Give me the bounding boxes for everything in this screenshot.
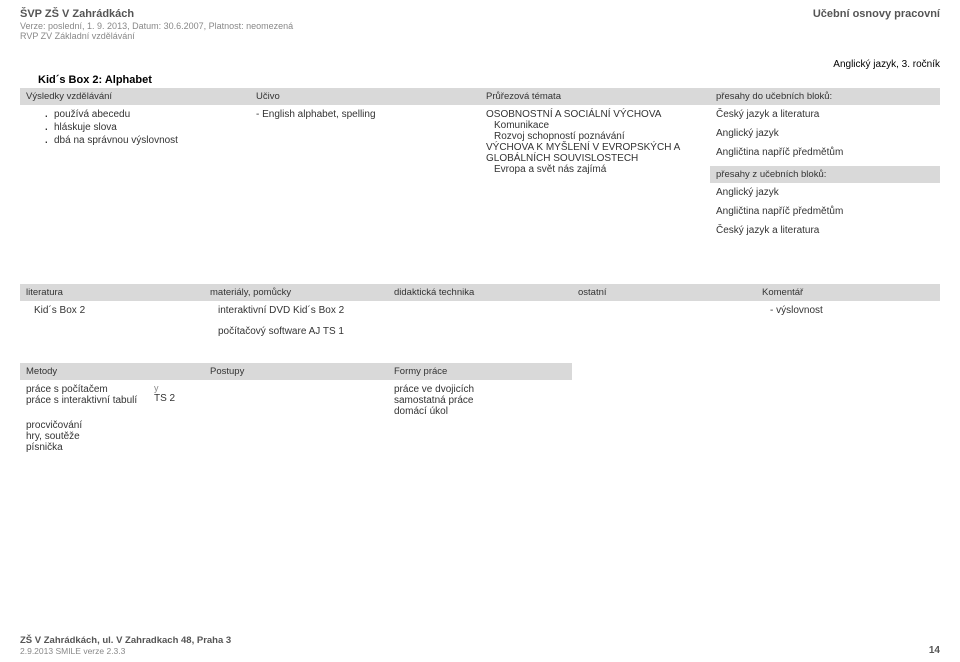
subject-line: Anglický jazyk, 3. ročník bbox=[20, 59, 940, 70]
resources-row: Kid´s Box 2 interaktivní DVD Kid´s Box 2… bbox=[20, 301, 940, 351]
cell-ucivo: - English alphabet, spelling bbox=[250, 105, 480, 256]
vysledky-list: používá abecedu hláskuje slova dbá na sp… bbox=[44, 109, 244, 146]
materialy-1: interaktivní DVD Kid´s Box 2 bbox=[218, 305, 382, 316]
komentar-cell: - výslovnost bbox=[756, 301, 940, 351]
col-ostatni: ostatní bbox=[572, 284, 756, 301]
doc-title: ŠVP ZŠ V Zahrádkách bbox=[20, 8, 293, 20]
main-body-row: používá abecedu hláskuje slova dbá na sp… bbox=[20, 105, 940, 256]
page: ŠVP ZŠ V Zahrádkách Verze: poslední, 1. … bbox=[0, 0, 960, 467]
methods-header: Metody Postupy Formy práce bbox=[20, 363, 572, 380]
methods-table: Metody Postupy Formy práce práce s počít… bbox=[20, 363, 572, 467]
cell-vysledky: používá abecedu hláskuje slova dbá na sp… bbox=[20, 105, 250, 256]
presahy-z-item: Český jazyk a literatura bbox=[716, 225, 934, 236]
temata-line: OSOBNOSTNÍ A SOCIÁLNÍ VÝCHOVA bbox=[486, 109, 704, 120]
col-materialy: materiály, pomůcky bbox=[204, 284, 388, 301]
methods-wrap: Metody Postupy Formy práce práce s počít… bbox=[20, 363, 572, 467]
col-ucivo: Učivo bbox=[250, 88, 480, 105]
footer-version: 2.9.2013 SMILE verze 2.3.3 bbox=[20, 646, 940, 656]
spacer bbox=[218, 316, 382, 326]
list-item: hláskuje slova bbox=[44, 122, 244, 133]
header-left: ŠVP ZŠ V Zahrádkách Verze: poslední, 1. … bbox=[20, 8, 293, 41]
main-header-row: Výsledky vzdělávání Učivo Průřezová téma… bbox=[20, 88, 940, 105]
metody-item: procvičování bbox=[26, 420, 198, 431]
formy-item: samostatná práce bbox=[394, 395, 566, 406]
col-temata: Průřezová témata bbox=[480, 88, 710, 105]
formy-cell: práce ve dvojicích samostatná práce domá… bbox=[388, 380, 572, 467]
didakticka-cell bbox=[388, 301, 572, 351]
col-metody: Metody bbox=[20, 363, 204, 380]
list-item: dbá na správnou výslovnost bbox=[44, 135, 244, 146]
overlap-fragment: y TS 2 bbox=[150, 383, 320, 404]
col-didakticka: didaktická technika bbox=[388, 284, 572, 301]
materialy-cell: interaktivní DVD Kid´s Box 2 počítačový … bbox=[204, 301, 388, 351]
col-literatura: literatura bbox=[20, 284, 204, 301]
doc-rvp: RVP ZV Základní vzdělávání bbox=[20, 31, 293, 41]
list-item: používá abecedu bbox=[44, 109, 244, 120]
col-postupy: Postupy bbox=[204, 363, 388, 380]
overlap-top: y bbox=[154, 383, 316, 393]
presahy-z-item: Anglický jazyk bbox=[716, 187, 934, 198]
cell-temata: OSOBNOSTNÍ A SOCIÁLNÍ VÝCHOVA Komunikace… bbox=[480, 105, 710, 256]
doc-version: Verze: poslední, 1. 9. 2013, Datum: 30.6… bbox=[20, 21, 293, 31]
unit-title: Kid´s Box 2: Alphabet bbox=[38, 74, 940, 86]
page-number: 14 bbox=[929, 645, 940, 656]
temata-line: Evropa a svět nás zajímá bbox=[486, 164, 704, 175]
page-footer: ZŠ V Zahrádkách, ul. V Zahradkach 48, Pr… bbox=[20, 635, 940, 656]
col-vysledky: Výsledky vzdělávání bbox=[20, 88, 250, 105]
main-table: Výsledky vzdělávání Učivo Průřezová téma… bbox=[20, 88, 940, 256]
resources-table: literatura materiály, pomůcky didaktická… bbox=[20, 284, 940, 351]
col-formy: Formy práce bbox=[388, 363, 572, 380]
presahy-z-header: přesahy z učebních bloků: bbox=[710, 166, 940, 183]
formy-item: práce ve dvojicích bbox=[394, 384, 566, 395]
col-komentar: Komentář bbox=[756, 284, 940, 301]
materialy-2: počítačový software AJ TS 1 bbox=[218, 326, 382, 337]
temata-line: Komunikace bbox=[486, 120, 704, 131]
resources-header: literatura materiály, pomůcky didaktická… bbox=[20, 284, 940, 301]
presahy-do-item: Angličtina napříč předmětům bbox=[716, 147, 934, 158]
metody-item: hry, soutěže bbox=[26, 431, 198, 442]
overlap-text: TS 2 bbox=[154, 393, 316, 404]
temata-line: VÝCHOVA K MYŠLENÍ V EVROPSKÝCH A GLOBÁLN… bbox=[486, 142, 704, 164]
presahy-do-item: Český jazyk a literatura bbox=[716, 109, 934, 120]
page-header: ŠVP ZŠ V Zahrádkách Verze: poslední, 1. … bbox=[20, 8, 940, 41]
spacer bbox=[26, 406, 198, 420]
cell-presahy: Český jazyk a literatura Anglický jazyk … bbox=[710, 105, 940, 256]
presahy-z-item: Angličtina napříč předmětům bbox=[716, 206, 934, 217]
footer-address: ZŠ V Zahrádkách, ul. V Zahradkach 48, Pr… bbox=[20, 635, 940, 646]
presahy-do-item: Anglický jazyk bbox=[716, 128, 934, 139]
header-right: Učební osnovy pracovní bbox=[813, 8, 940, 20]
metody-item: písnička bbox=[26, 442, 198, 453]
formy-item: domácí úkol bbox=[394, 406, 566, 417]
ostatni-cell bbox=[572, 301, 756, 351]
temata-line: Rozvoj schopností poznávání bbox=[486, 131, 704, 142]
literatura-cell: Kid´s Box 2 bbox=[20, 301, 204, 351]
col-presahy-do: přesahy do učebních bloků: bbox=[710, 88, 940, 105]
